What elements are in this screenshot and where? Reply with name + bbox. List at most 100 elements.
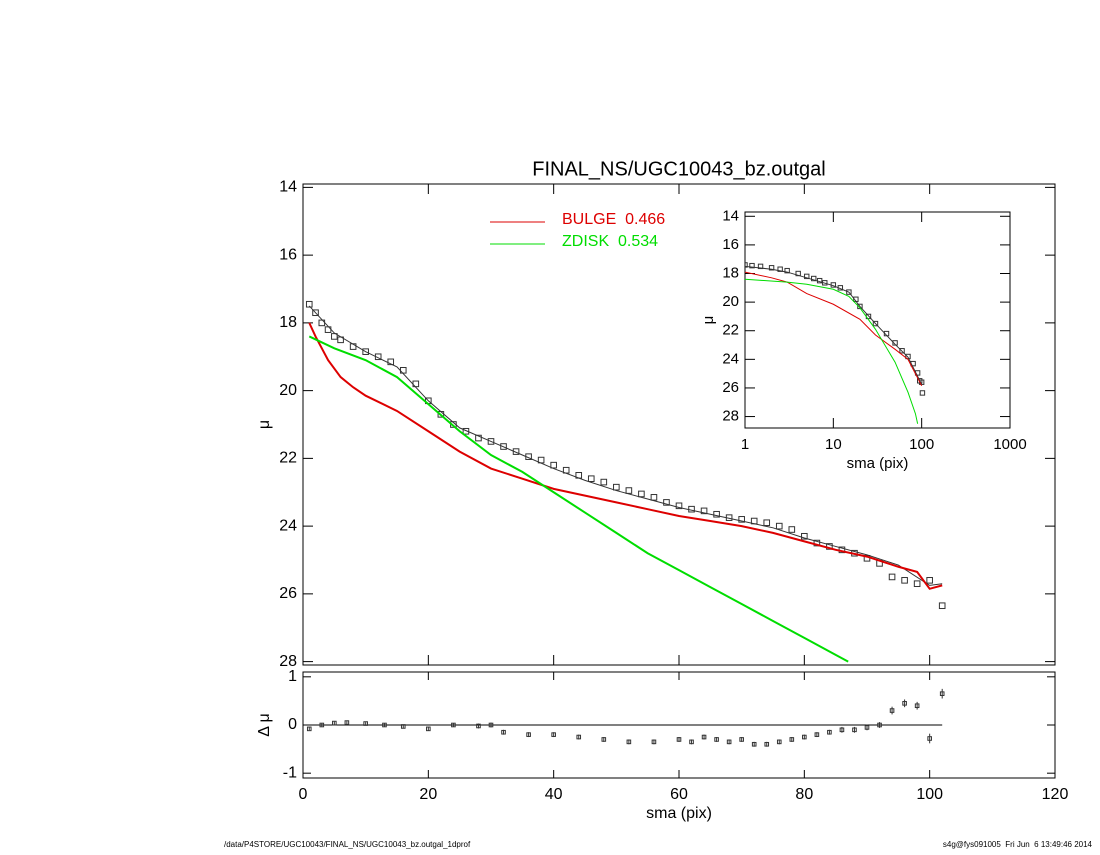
data-point — [713, 510, 720, 518]
data-point — [488, 722, 494, 728]
data-point — [676, 737, 682, 742]
y-tick-label: 16 — [279, 246, 297, 263]
data-point — [811, 275, 817, 282]
data-point — [801, 532, 808, 540]
data-point — [625, 487, 633, 494]
y-tick-label: 20 — [722, 293, 739, 310]
x-tick-label: 60 — [670, 786, 688, 803]
data-point — [768, 265, 775, 271]
data-point — [332, 720, 337, 726]
chart-title: FINAL_NS/UGC10043_bz.outgal — [532, 158, 826, 180]
data-point — [905, 353, 911, 360]
data-point — [902, 701, 907, 706]
data-point — [738, 516, 745, 523]
footer-left: /data/P4STORE/UGC10043/FINAL_NS/UGC10043… — [224, 840, 471, 849]
data-point — [331, 333, 338, 340]
data-point — [872, 320, 879, 327]
data-point — [500, 443, 507, 450]
y-axis-label: μ — [256, 420, 273, 429]
x-tick-label: 10 — [825, 436, 842, 453]
y-tick-label: 20 — [279, 382, 297, 399]
data-point — [776, 739, 782, 745]
data-point — [387, 358, 395, 366]
data-point — [362, 348, 369, 355]
plot-area — [303, 688, 945, 747]
data-point — [846, 289, 852, 295]
data-point — [550, 461, 557, 469]
y-tick-label: 18 — [722, 264, 739, 281]
data-point — [901, 577, 908, 584]
data-point — [764, 741, 770, 747]
data-point — [363, 721, 368, 726]
model-line — [308, 335, 849, 663]
x-tick-label: 120 — [1042, 786, 1069, 803]
data-point — [305, 300, 313, 308]
x-tick-label: 100 — [909, 436, 934, 453]
data-point — [487, 438, 495, 445]
y-tick-label: 26 — [279, 585, 297, 602]
data-point — [587, 475, 595, 482]
data-point — [789, 737, 795, 742]
y-axis-label: μ — [700, 316, 717, 325]
data-point — [877, 722, 882, 728]
y-tick-label: 1 — [288, 668, 297, 685]
x-tick-label: 0 — [299, 786, 308, 803]
data-point — [689, 739, 694, 745]
legend-label: ZDISK 0.534 — [562, 233, 658, 250]
x-tick-label: 1000 — [993, 436, 1026, 453]
legend-label: BULGE 0.466 — [562, 211, 665, 228]
data-point — [757, 263, 764, 270]
data-point — [382, 722, 387, 728]
data-point — [739, 737, 744, 742]
y-tick-label: 28 — [279, 653, 297, 670]
model-line — [308, 305, 943, 586]
data-point — [726, 739, 732, 745]
data-point — [501, 729, 506, 735]
data-point — [344, 720, 350, 725]
y-tick-label: -1 — [283, 764, 297, 781]
y-tick-label: 0 — [288, 716, 297, 733]
data-point — [939, 691, 945, 696]
data-point — [938, 602, 946, 610]
data-point — [927, 736, 932, 741]
y-tick-label: 24 — [279, 517, 297, 534]
data-point — [426, 726, 431, 732]
plot-area — [745, 262, 926, 424]
data-point — [802, 734, 807, 740]
data-point — [306, 726, 312, 732]
x-tick-label: 1 — [741, 436, 749, 453]
data-point — [576, 734, 582, 740]
data-point — [451, 722, 456, 728]
data-point — [784, 267, 790, 274]
data-point — [312, 309, 319, 317]
x-axis-label: sma (pix) — [646, 805, 712, 822]
plot-area — [305, 300, 946, 663]
data-point — [650, 494, 658, 501]
data-point — [839, 727, 845, 733]
data-point — [638, 490, 645, 498]
y-tick-label: 24 — [722, 350, 739, 367]
data-point — [701, 734, 707, 740]
data-point — [613, 483, 620, 491]
x-tick-label: 100 — [916, 786, 943, 803]
data-point — [626, 739, 632, 745]
data-point — [889, 708, 895, 713]
data-point — [745, 262, 748, 268]
data-point — [926, 577, 933, 584]
plot-frame — [744, 211, 1011, 429]
y-axis-label: Δ μ — [256, 713, 273, 736]
y-tick-label: 18 — [279, 314, 297, 331]
data-point — [400, 724, 406, 729]
data-point — [319, 722, 325, 728]
model-line — [745, 265, 923, 385]
data-point — [788, 526, 796, 533]
data-point — [777, 266, 783, 272]
y-tick-label: 16 — [722, 236, 739, 253]
footer-right: s4g@fys091005 Fri Jun 6 13:49:46 2014 — [943, 840, 1093, 849]
model-line — [308, 322, 943, 590]
data-point — [675, 502, 683, 510]
data-point — [888, 573, 896, 581]
y-tick-label: 14 — [279, 179, 297, 196]
data-point — [651, 739, 657, 745]
